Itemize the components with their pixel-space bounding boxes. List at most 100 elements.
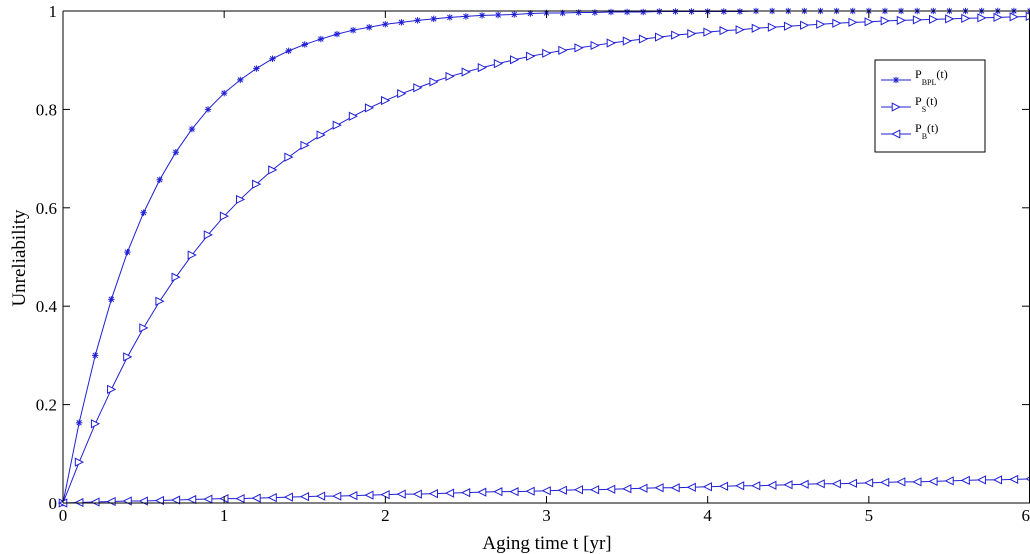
star-marker (269, 55, 276, 62)
triangle-left-marker (734, 481, 745, 491)
triangle-right-marker (493, 59, 504, 69)
star-marker (333, 30, 341, 38)
series-layer (58, 7, 1030, 508)
triangle-right-marker (945, 14, 955, 24)
triangle-left-marker (751, 481, 761, 491)
triangle-right-marker (783, 21, 794, 31)
triangle-left-marker (847, 478, 858, 488)
triangle-right-marker (107, 384, 117, 394)
triangle-right-marker (284, 152, 294, 162)
x-tick-label: 1 (220, 506, 229, 525)
triangle-left-marker (283, 492, 293, 502)
star-marker (253, 65, 260, 72)
star-marker (140, 209, 147, 216)
triangle-left-marker (831, 479, 841, 489)
star-marker (511, 11, 518, 18)
star-marker (575, 9, 582, 16)
y-tick-label: 0.2 (36, 396, 57, 415)
triangle-left-marker (622, 484, 632, 494)
triangle-left-marker (90, 497, 100, 507)
triangle-right-marker (848, 17, 858, 27)
triangle-left-marker (573, 485, 584, 495)
triangle-right-marker (123, 352, 133, 362)
triangle-left-marker (767, 480, 777, 490)
star-marker (204, 106, 212, 113)
legend-entry: PB(t) (881, 121, 938, 141)
triangle-right-marker (816, 19, 826, 29)
x-tick-label: 6 (1022, 506, 1030, 525)
triangle-left-marker (606, 484, 616, 494)
triangle-right-marker (477, 62, 487, 73)
triangle-right-marker (574, 43, 584, 53)
star-marker (108, 296, 115, 303)
y-tick-label: 0.8 (36, 100, 57, 119)
y-tick-label: 0 (49, 494, 58, 513)
triangle-right-marker (719, 26, 729, 36)
star-marker (462, 13, 470, 20)
triangle-left-marker (799, 479, 809, 489)
legend-label: PBPL(t) (915, 67, 948, 87)
triangle-right-marker (751, 23, 761, 33)
triangle-left-marker (976, 475, 986, 485)
triangle-right-marker (558, 45, 568, 55)
legend: PBPL(t) PS(t) PB(t) (874, 59, 986, 153)
star-marker (446, 14, 453, 21)
star-marker (607, 8, 615, 16)
star-marker (188, 125, 196, 133)
triangle-left-marker (267, 492, 277, 503)
triangle-left-marker (944, 476, 954, 486)
triangle-left-marker (783, 480, 793, 490)
triangle-right-marker (800, 20, 810, 30)
triangle-left-marker (912, 477, 922, 487)
legend-label: PS(t) (915, 94, 937, 114)
triangle-left-marker (509, 487, 519, 497)
triangle-left-marker (460, 488, 471, 498)
triangle-left-marker (154, 495, 164, 506)
x-tick-label: 4 (703, 506, 712, 525)
x-tick-label: 5 (865, 506, 874, 525)
y-tick-label: 0.6 (36, 199, 57, 218)
star-marker (237, 76, 244, 84)
triangle-left-marker (428, 489, 438, 499)
triangle-right-marker (526, 51, 536, 61)
triangle-right-marker (235, 194, 246, 205)
legend-entry: PS(t) (881, 94, 937, 114)
triangle-left-marker (315, 491, 326, 501)
triangle-right-marker (993, 12, 1003, 23)
y-axis-label: Unreliability (9, 209, 30, 307)
star-marker (623, 8, 631, 16)
triangle-right-marker (735, 25, 745, 35)
x-tick-label: 3 (542, 506, 551, 525)
triangle-right-marker (655, 32, 665, 42)
legend-entry: PBPL(t) (881, 67, 948, 87)
triangle-left-marker (702, 482, 712, 492)
triangle-left-marker (332, 491, 342, 501)
triangle-left-marker (718, 481, 729, 491)
star-marker (301, 41, 308, 48)
triangle-right-marker (977, 13, 987, 23)
star-marker (124, 248, 131, 256)
triangle-left-marker (863, 478, 874, 488)
triangle-left-marker (654, 483, 664, 493)
triangle-left-marker (477, 487, 487, 497)
x-axis-label: Aging time t [yr] (482, 533, 611, 554)
triangle-left-marker (203, 494, 213, 504)
star-marker (494, 11, 502, 19)
triangle-right-marker (413, 83, 423, 93)
triangle-right-marker (155, 296, 165, 306)
triangle-left-marker (928, 476, 938, 486)
x-tick-label: 2 (381, 506, 390, 525)
triangle-right-marker (300, 140, 310, 150)
triangle-left-marker (525, 486, 535, 496)
triangle-right-marker (961, 13, 971, 23)
triangle-left-marker (896, 477, 906, 487)
star-marker (640, 8, 647, 16)
triangle-right-marker (687, 29, 697, 39)
triangle-left-marker (686, 482, 696, 492)
triangle-right-marker (381, 95, 391, 106)
triangle-right-marker (929, 14, 939, 24)
triangle-left-marker (541, 486, 551, 496)
triangle-right-marker (912, 15, 923, 25)
triangle-right-marker (171, 272, 181, 282)
